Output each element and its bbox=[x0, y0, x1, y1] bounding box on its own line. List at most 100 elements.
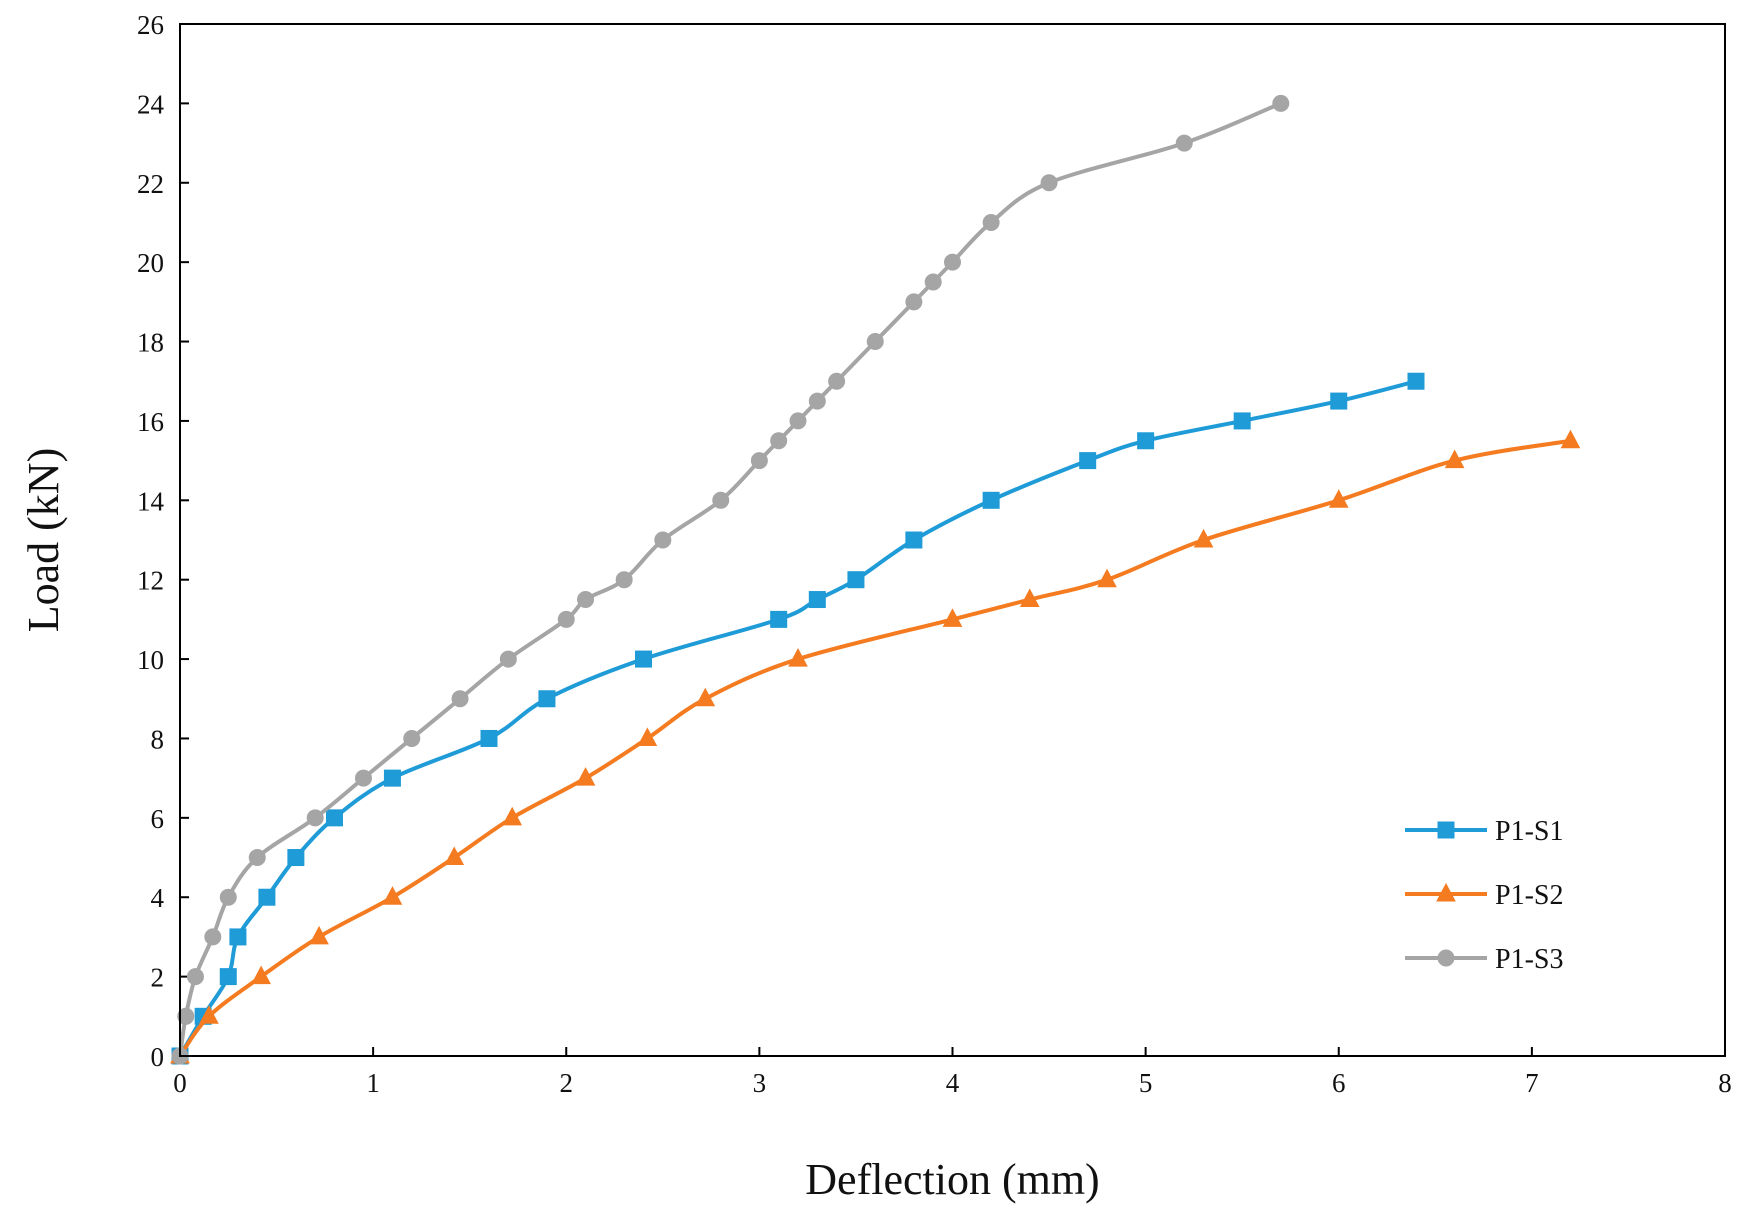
y-tick-label: 20 bbox=[137, 248, 164, 278]
legend-swatch-marker bbox=[1437, 949, 1455, 967]
y-tick-label: 26 bbox=[137, 10, 164, 40]
data-point-p1-s2 bbox=[199, 1005, 219, 1024]
data-point-p1-s2 bbox=[444, 846, 465, 866]
x-tick-label: 2 bbox=[560, 1068, 574, 1098]
x-tick-label: 3 bbox=[753, 1068, 767, 1098]
data-point-p1-s1 bbox=[1233, 412, 1251, 430]
data-point-p1-s1 bbox=[287, 849, 305, 867]
data-point-p1-s3 bbox=[557, 610, 575, 628]
data-point-p1-s2 bbox=[1193, 528, 1214, 548]
y-tick-label: 14 bbox=[137, 486, 165, 516]
data-point-p1-s1 bbox=[808, 591, 826, 609]
data-point-p1-s3 bbox=[177, 1007, 195, 1025]
data-point-p1-s3 bbox=[866, 333, 884, 351]
series-line-p1-s2 bbox=[178, 438, 1573, 1058]
data-point-p1-s2 bbox=[575, 767, 596, 786]
legend-label: P1-S3 bbox=[1495, 944, 1563, 975]
data-point-p1-s3 bbox=[654, 531, 672, 549]
data-point-p1-s1 bbox=[480, 729, 498, 747]
x-axis-ticks: 0 1 2 3 4 5 6 7 8 bbox=[173, 1047, 1732, 1098]
plot-area-frame bbox=[179, 23, 1726, 1057]
data-point-p1-s2 bbox=[1019, 588, 1040, 608]
data-point-p1-s1 bbox=[219, 968, 237, 986]
data-point-p1-s2 bbox=[1328, 489, 1349, 508]
legend: P1-S1 P1-S2 P1-S3 bbox=[1405, 816, 1563, 975]
data-point-p1-s3 bbox=[306, 809, 324, 827]
data-point-p1-s3 bbox=[905, 293, 923, 311]
data-point-p1-s3 bbox=[403, 729, 421, 747]
data-point-p1-s1 bbox=[770, 610, 788, 628]
legend-item-p1-s1: P1-S1 bbox=[1405, 816, 1563, 847]
y-tick-label: 2 bbox=[151, 963, 165, 993]
x-tick-label: 5 bbox=[1139, 1068, 1153, 1098]
legend-label: P1-S2 bbox=[1495, 880, 1563, 911]
data-point-p1-s3 bbox=[1272, 94, 1290, 112]
y-tick-label: 6 bbox=[151, 804, 165, 834]
data-point-p1-s2 bbox=[1444, 449, 1465, 469]
x-tick-label: 6 bbox=[1332, 1068, 1346, 1098]
y-tick-label: 16 bbox=[137, 407, 164, 437]
x-tick-label: 4 bbox=[946, 1068, 960, 1098]
data-point-p1-s3 bbox=[248, 849, 266, 867]
data-point-p1-s3 bbox=[1175, 134, 1193, 152]
y-tick-label: 8 bbox=[151, 724, 165, 754]
x-tick-label: 7 bbox=[1525, 1068, 1539, 1098]
data-point-p1-s1 bbox=[982, 491, 1000, 509]
data-point-p1-s3 bbox=[924, 273, 942, 291]
data-point-p1-s1 bbox=[1407, 372, 1425, 390]
data-point-p1-s3 bbox=[712, 491, 730, 509]
data-point-p1-s1 bbox=[229, 928, 247, 946]
data-point-p1-s2 bbox=[251, 965, 271, 985]
data-point-p1-s1 bbox=[326, 809, 343, 827]
data-point-p1-s3 bbox=[186, 968, 204, 986]
legend-swatch-marker bbox=[1437, 821, 1455, 839]
data-point-p1-s1 bbox=[383, 769, 401, 787]
data-point-p1-s1 bbox=[258, 888, 276, 906]
legend-item-p1-s3: P1-S3 bbox=[1405, 944, 1563, 975]
data-point-p1-s2 bbox=[942, 608, 963, 627]
data-point-p1-s1 bbox=[1330, 392, 1348, 410]
data-point-p1-s2 bbox=[502, 806, 523, 826]
x-tick-label: 1 bbox=[366, 1068, 380, 1098]
data-point-p1-s3 bbox=[219, 888, 237, 906]
data-point-p1-s3 bbox=[808, 392, 826, 410]
y-tick-label: 10 bbox=[137, 645, 164, 675]
data-point-p1-s2 bbox=[309, 925, 329, 945]
data-point-p1-s1 bbox=[1079, 452, 1097, 470]
x-axis-title: Deflection (mm) bbox=[805, 1155, 1099, 1204]
data-point-p1-s3 bbox=[770, 432, 788, 450]
data-point-p1-s3 bbox=[499, 650, 517, 668]
data-point-p1-s3 bbox=[577, 591, 595, 609]
legend-swatch-marker bbox=[1436, 882, 1456, 902]
data-point-p1-s3 bbox=[944, 253, 961, 271]
data-point-p1-s1 bbox=[847, 571, 865, 589]
data-point-p1-s3 bbox=[750, 452, 768, 470]
data-point-p1-s3 bbox=[1040, 174, 1058, 192]
y-tick-label: 4 bbox=[151, 883, 165, 913]
data-point-p1-s2 bbox=[637, 727, 658, 746]
y-tick-label: 22 bbox=[137, 169, 164, 199]
data-point-p1-s3 bbox=[789, 412, 807, 430]
data-point-p1-s1 bbox=[905, 531, 923, 549]
data-point-p1-s3 bbox=[615, 571, 633, 589]
data-point-p1-s2 bbox=[788, 648, 808, 667]
data-point-p1-s3 bbox=[354, 769, 372, 787]
data-point-p1-s2 bbox=[695, 687, 716, 707]
data-point-p1-s2 bbox=[382, 886, 403, 905]
data-point-p1-s3 bbox=[451, 690, 469, 708]
data-point-p1-s1 bbox=[538, 690, 556, 708]
y-tick-label: 0 bbox=[151, 1042, 165, 1072]
series-line-p1-s1 bbox=[178, 379, 1418, 1058]
y-tick-label: 24 bbox=[137, 89, 165, 119]
y-tick-label: 12 bbox=[137, 566, 164, 596]
data-point-p1-s1 bbox=[635, 650, 652, 668]
y-axis-title: Load (kN) bbox=[19, 448, 68, 633]
data-point-p1-s2 bbox=[1560, 429, 1581, 449]
x-tick-label: 0 bbox=[173, 1068, 187, 1098]
x-tick-label: 8 bbox=[1718, 1068, 1732, 1098]
data-point-p1-s1 bbox=[1137, 432, 1155, 450]
data-point-p1-s3 bbox=[982, 213, 1000, 231]
data-point-p1-s2 bbox=[1097, 568, 1117, 588]
